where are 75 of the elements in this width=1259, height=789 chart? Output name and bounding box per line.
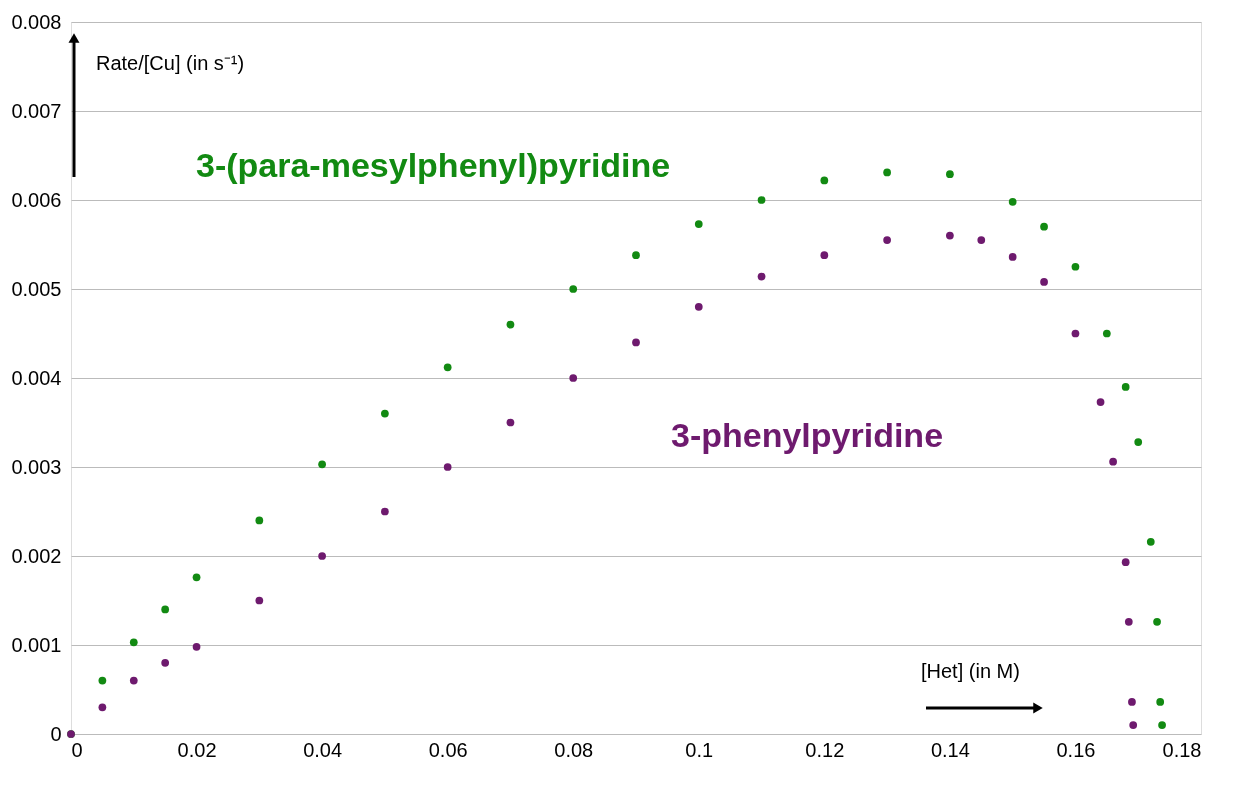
point xyxy=(757,196,766,204)
y-tick-label: 0.001 xyxy=(11,633,62,656)
point xyxy=(569,374,578,382)
point xyxy=(1008,197,1017,206)
x-tick-label: 0.16 xyxy=(1056,738,1096,761)
point xyxy=(1102,329,1111,338)
text: 3-phenylpyridine xyxy=(671,416,944,454)
point xyxy=(1121,558,1130,567)
point xyxy=(946,231,954,240)
point xyxy=(632,338,640,347)
point xyxy=(1040,222,1048,231)
x-tick-label: 0.02 xyxy=(177,738,217,761)
point xyxy=(569,285,578,293)
point xyxy=(1129,721,1138,729)
y-tick-label: 0.005 xyxy=(11,277,62,300)
y-tick-label: 0.007 xyxy=(11,99,62,122)
point xyxy=(255,596,264,605)
point xyxy=(1109,457,1117,466)
point xyxy=(255,516,264,525)
point xyxy=(381,409,389,418)
point xyxy=(946,170,954,179)
point xyxy=(381,507,389,516)
point xyxy=(1071,262,1080,271)
point xyxy=(1121,383,1130,391)
point xyxy=(192,573,201,582)
point xyxy=(443,363,452,372)
point xyxy=(129,638,138,647)
point xyxy=(443,463,452,471)
point xyxy=(632,251,640,260)
point xyxy=(1008,253,1017,261)
point xyxy=(757,272,766,281)
x-tick-label: 0.18 xyxy=(1162,738,1202,761)
x-tick-label: 0.04 xyxy=(303,738,343,761)
point xyxy=(820,251,829,260)
y-tick-label: 0.008 xyxy=(11,10,62,33)
point xyxy=(98,703,107,712)
point xyxy=(1153,617,1161,626)
y-tick-label: 0.004 xyxy=(11,366,62,389)
point xyxy=(883,236,891,244)
point xyxy=(506,418,515,427)
point xyxy=(129,676,138,685)
x-tick-label: 0.1 xyxy=(685,738,714,761)
point xyxy=(1158,721,1166,729)
point xyxy=(883,168,891,177)
point xyxy=(161,658,170,667)
y-tick-label: 0.006 xyxy=(11,188,62,211)
y-tick-label: 0.002 xyxy=(11,544,62,567)
point xyxy=(1128,698,1136,706)
point xyxy=(1096,398,1105,406)
point xyxy=(318,552,326,560)
point xyxy=(1156,698,1165,706)
y-tick-label: 0 xyxy=(50,722,62,745)
x-tick-label: 0.14 xyxy=(930,738,970,761)
point xyxy=(506,320,515,329)
point xyxy=(1146,537,1155,546)
y-axis-title: Rate/[Cu] (in s⁻¹) xyxy=(96,52,245,74)
point xyxy=(161,605,170,614)
point xyxy=(1124,617,1133,626)
point xyxy=(694,302,703,311)
x-axis-title: [Het] (in M) xyxy=(921,660,1020,682)
point xyxy=(694,220,703,228)
x-tick-label: 0.06 xyxy=(428,738,468,761)
point xyxy=(318,460,326,469)
x-tick-label: 0 xyxy=(71,738,83,761)
point xyxy=(977,236,986,244)
point xyxy=(1134,438,1143,446)
y-tick-label: 0.003 xyxy=(11,455,62,478)
x-tick-label: 0.08 xyxy=(554,738,594,761)
point xyxy=(820,176,829,185)
x-tick-label: 0.12 xyxy=(805,738,845,761)
point xyxy=(98,676,107,685)
point xyxy=(1040,278,1048,286)
series-label: 3-(para-mesylphenyl)pyridine xyxy=(196,146,671,184)
point xyxy=(1071,329,1080,338)
point xyxy=(192,642,201,651)
